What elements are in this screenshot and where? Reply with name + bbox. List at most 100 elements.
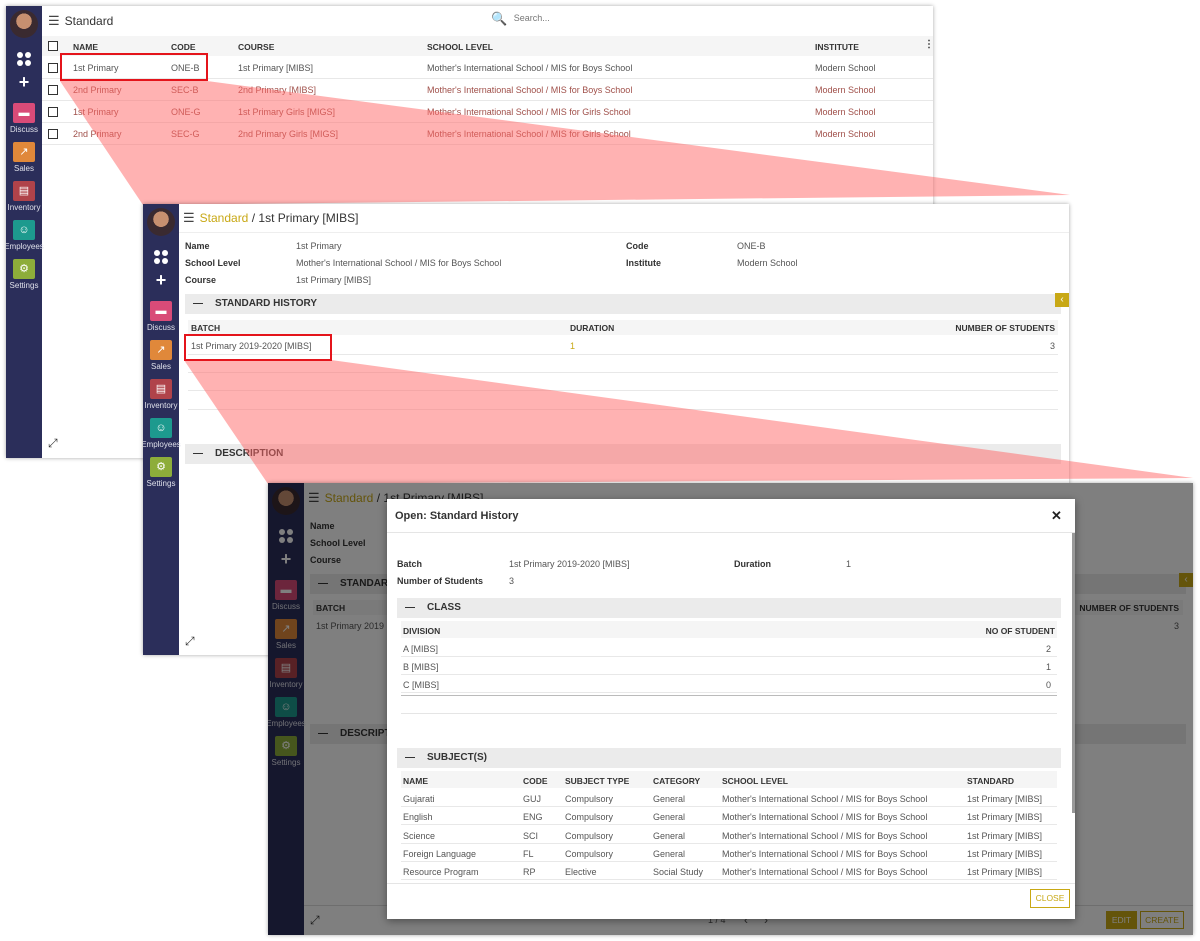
search-box[interactable]: 🔍 Search... bbox=[491, 11, 691, 27]
highlight-box-batch bbox=[184, 334, 332, 361]
collapse-icon[interactable]: — bbox=[405, 602, 415, 613]
menu-icon[interactable]: ☰ bbox=[183, 210, 195, 225]
apps-grid-icon[interactable] bbox=[17, 52, 31, 66]
gear-icon: ⚙ bbox=[150, 457, 172, 477]
name-label: Name bbox=[185, 241, 210, 251]
col-name: NAME bbox=[403, 776, 429, 786]
division-cell: C [MIBS] bbox=[403, 680, 440, 690]
institute-link[interactable]: Modern School bbox=[737, 258, 798, 268]
history-row[interactable]: 1st Primary 2019-2020 [MIBS] 1 3 bbox=[188, 335, 1058, 355]
column-header-code[interactable]: CODE bbox=[171, 42, 196, 52]
modal-scrollbar[interactable] bbox=[1072, 533, 1075, 813]
column-header-name[interactable]: NAME bbox=[73, 42, 99, 52]
sidebar-item-label: Employees bbox=[143, 440, 181, 449]
column-header-institute[interactable]: INSTITUTE bbox=[815, 42, 859, 52]
expand-icon[interactable]: ⤢ bbox=[185, 634, 195, 648]
students-cell: 3 bbox=[1049, 341, 1055, 351]
apps-grid-icon[interactable] bbox=[154, 250, 168, 264]
avatar[interactable] bbox=[147, 208, 175, 236]
search-input[interactable]: Search... bbox=[513, 13, 550, 23]
app-sidebar: + ▬ Discuss ↗ Sales ▤ Inventory ☺ Employees ⚙ Sett… bbox=[6, 6, 44, 458]
class-row[interactable]: C [MIBS] 0 bbox=[401, 675, 1057, 693]
cell: 1st Primary [MIBS] bbox=[967, 812, 1043, 823]
chat-bubble-icon: ▬ bbox=[13, 103, 35, 123]
plus-icon[interactable]: + bbox=[155, 270, 167, 290]
row-checkbox[interactable] bbox=[48, 129, 58, 139]
collapse-icon[interactable]: — bbox=[193, 298, 203, 309]
highlight-box-row bbox=[60, 53, 208, 81]
close-button[interactable]: CLOSE bbox=[1030, 889, 1070, 908]
sidebar-item-settings[interactable]: ⚙ Settings bbox=[143, 457, 179, 488]
class-table-header bbox=[401, 621, 1057, 638]
cell: Compulsory bbox=[565, 848, 614, 859]
collapse-icon[interactable]: — bbox=[193, 448, 203, 459]
batch-link[interactable]: 1st Primary 2019-2020 [MIBS] bbox=[509, 559, 630, 569]
avatar[interactable] bbox=[10, 10, 38, 38]
subject-row[interactable]: Science SCI Compulsory General Mother's Inte… bbox=[401, 826, 1057, 844]
division-cell: B [MIBS] bbox=[403, 662, 439, 672]
column-header-course[interactable]: COURSE bbox=[238, 42, 275, 52]
subjects-section[interactable]: — SUBJECT(S) bbox=[397, 748, 1061, 768]
modal-dialog: Open: Standard History ✕ Batch 1st Prima… bbox=[387, 499, 1075, 919]
select-all-checkbox[interactable] bbox=[48, 41, 58, 51]
col-standard: STANDARD bbox=[967, 776, 1015, 786]
class-section[interactable]: — CLASS bbox=[397, 598, 1061, 618]
table-row[interactable]: 1st Primary ONE-B 1st Primary [MIBS] Mother… bbox=[42, 57, 933, 79]
sidebar-item-label: Sales bbox=[13, 164, 34, 173]
chat-bubble-icon: ▬ bbox=[150, 301, 172, 321]
sidebar-item-inventory[interactable]: ▤ Inventory bbox=[143, 379, 179, 410]
class-table-footer bbox=[401, 713, 1057, 714]
sidebar-item-discuss[interactable]: ▬ Discuss bbox=[143, 301, 179, 332]
col-code: CODE bbox=[523, 776, 548, 786]
sidebar-item-inventory[interactable]: ▤ Inventory bbox=[6, 181, 42, 212]
col-number-of-students: NUMBER OF STUDENTS bbox=[955, 323, 1055, 333]
standard-history-section[interactable]: — STANDARD HISTORY bbox=[185, 294, 1061, 314]
cell: Gujarati bbox=[403, 794, 435, 804]
sidebar-item-employees[interactable]: ☺ Employees bbox=[6, 220, 44, 251]
sidebar-item-settings[interactable]: ⚙ Settings bbox=[6, 259, 42, 290]
subject-row[interactable]: Foreign Language FL Compulsory General Mothe… bbox=[401, 844, 1057, 862]
cell: Mother's International School / MIS for … bbox=[722, 848, 928, 859]
collapse-icon[interactable]: — bbox=[405, 752, 415, 763]
standard-history-dialog-window: +▬Discuss↗Sales▤Inventory☺Employees⚙Sett… bbox=[268, 483, 1193, 935]
class-row[interactable]: B [MIBS] 1 bbox=[401, 657, 1057, 675]
column-header-school-level[interactable]: SCHOOL LEVEL bbox=[427, 42, 493, 52]
sidebar-item-sales[interactable]: ↗ Sales bbox=[6, 142, 42, 173]
subject-table-header bbox=[401, 771, 1057, 788]
name-value: 1st Primary bbox=[296, 241, 342, 251]
history-table-header bbox=[188, 320, 1058, 335]
cell: ENG bbox=[523, 812, 543, 823]
count-cell: 0 bbox=[1045, 680, 1051, 690]
cell: 2nd Primary [MIBS] bbox=[238, 85, 317, 95]
column-options-icon[interactable]: ⋮ bbox=[924, 39, 933, 50]
cell: Modern School bbox=[815, 63, 876, 73]
close-icon[interactable]: ✕ bbox=[1051, 508, 1062, 523]
count-cell: 2 bbox=[1045, 644, 1051, 654]
plus-icon[interactable]: + bbox=[18, 72, 30, 92]
cell: General bbox=[653, 794, 686, 804]
sidebar-item-discuss[interactable]: ▬ Discuss bbox=[6, 103, 42, 134]
subject-row[interactable]: Resource Program RP Elective Social Study Mo… bbox=[401, 862, 1057, 881]
sidebar-item-label: Discuss bbox=[146, 323, 175, 332]
sidebar-item-label: Discuss bbox=[9, 125, 38, 134]
cell: General bbox=[653, 812, 686, 823]
subject-row[interactable]: Gujarati GUJ Compulsory General Mother's Int… bbox=[401, 789, 1057, 807]
expand-icon[interactable]: ⤢ bbox=[48, 436, 58, 450]
class-row[interactable]: A [MIBS] 2 bbox=[401, 639, 1057, 657]
subject-row[interactable]: English ENG Compulsory General Mother's Inte… bbox=[401, 807, 1057, 826]
chatter-toggle-button[interactable]: ‹ bbox=[1055, 293, 1069, 307]
sidebar-item-label: Inventory bbox=[144, 401, 178, 410]
row-checkbox[interactable] bbox=[48, 63, 58, 73]
sidebar-item-employees[interactable]: ☺ Employees bbox=[143, 418, 181, 449]
table-header bbox=[42, 36, 933, 56]
row-checkbox[interactable] bbox=[48, 85, 58, 95]
menu-icon[interactable]: ☰ bbox=[48, 13, 60, 28]
school-level-link[interactable]: Mother's International School / MIS for … bbox=[296, 258, 502, 268]
row-checkbox[interactable] bbox=[48, 107, 58, 117]
course-link[interactable]: 1st Primary [MIBS] bbox=[296, 275, 372, 285]
sidebar-item-sales[interactable]: ↗ Sales bbox=[143, 340, 179, 371]
breadcrumb-parent-link[interactable]: Standard bbox=[199, 211, 249, 225]
students-value: 3 bbox=[509, 576, 515, 586]
search-icon: 🔍 bbox=[491, 11, 508, 26]
